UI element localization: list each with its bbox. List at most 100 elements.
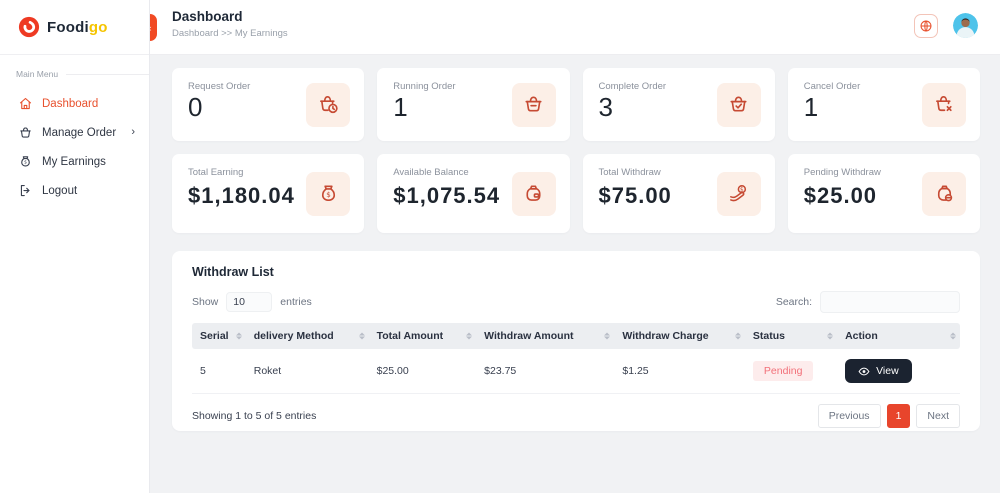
money-label: Total Withdraw — [598, 167, 661, 178]
panel-title: Withdraw List — [192, 265, 274, 279]
table-controls: Show 10 entries Search: — [192, 291, 960, 313]
card-total-earning: Total Earning $1,180.04 $ — [172, 154, 365, 233]
sort-icon — [950, 332, 956, 340]
stat-card-running-order: Running Order 1 — [377, 68, 570, 141]
sort-icon — [358, 332, 365, 340]
stat-label: Cancel Order — [803, 81, 861, 92]
page-title: Dashboard — [172, 9, 243, 24]
col-withdraw-amount[interactable]: Withdraw Amount — [476, 323, 615, 349]
search-input[interactable] — [820, 291, 960, 313]
stat-label: Running Order — [393, 81, 456, 92]
money-bag-dollar-icon: $ — [306, 171, 351, 216]
topbar: ‹ Dashboard Dashboard >> My Earnings — [143, 0, 1000, 55]
sidebar-item-label: Manage Order — [42, 126, 117, 139]
col-delivery-method[interactable]: delivery Method — [245, 323, 369, 349]
cell-action: View — [837, 349, 960, 394]
col-action[interactable]: Action — [837, 323, 960, 349]
brand-name: Foodigo — [47, 18, 108, 36]
svg-text:$: $ — [326, 190, 331, 199]
sidebar-item-label: My Earnings — [42, 155, 106, 168]
col-status[interactable]: Status — [744, 323, 838, 349]
sort-icon — [235, 332, 242, 340]
sidebar: Foodigo Main Menu Dashboard Manage Order… — [0, 0, 150, 493]
basket-check-icon — [716, 82, 761, 127]
stat-value: 3 — [598, 92, 613, 122]
card-total-withdraw: Total Withdraw $75.00 $ — [582, 154, 775, 233]
cell-status: Pending — [744, 349, 838, 394]
money-bag-icon: $ — [18, 154, 33, 169]
sidebar-item-label: Logout — [42, 184, 78, 197]
table-header-row: Serial delivery Method Total Amount With… — [192, 323, 960, 349]
stat-value: 1 — [393, 92, 408, 122]
money-value: $75.00 — [598, 183, 672, 208]
col-serial[interactable]: Serial — [192, 323, 246, 349]
sort-icon — [466, 332, 473, 340]
stat-value: 1 — [803, 92, 819, 122]
basket-icon — [511, 82, 556, 127]
main-content: Request Order 0 Running Order 1 Complete… — [150, 55, 1000, 493]
pagination: Previous 1 Next — [817, 404, 960, 428]
stat-label: Complete Order — [598, 81, 667, 92]
sort-icon — [827, 332, 834, 340]
basket-icon — [18, 125, 33, 140]
stat-label: Request Order — [188, 81, 251, 92]
sort-icon — [734, 332, 741, 340]
breadcrumb: Dashboard >> My Earnings — [172, 28, 288, 39]
sidebar-item-my-earnings[interactable]: $ My Earnings — [0, 147, 149, 176]
col-withdraw-charge[interactable]: Withdraw Charge — [614, 323, 745, 349]
chevron-right-icon: › — [131, 126, 135, 138]
globe-icon — [919, 19, 933, 33]
logout-icon — [18, 183, 33, 198]
brand-logo-icon — [18, 16, 40, 38]
stat-card-complete-order: Complete Order 3 — [582, 68, 775, 141]
withdraw-list-panel: Withdraw List Show 10 entries Search: Se… — [172, 251, 980, 431]
card-pending-withdraw: Pending Withdraw $25.00 — [787, 154, 980, 233]
money-label: Total Earning — [188, 167, 244, 178]
money-label: Pending Withdraw — [803, 167, 881, 178]
sidebar-section-label: Main Menu — [0, 55, 149, 83]
withdraw-table: Serial delivery Method Total Amount With… — [192, 323, 960, 394]
cell-serial: 5 — [192, 349, 246, 394]
col-total-amount[interactable]: Total Amount — [368, 323, 477, 349]
sidebar-item-label: Dashboard — [42, 97, 99, 110]
table-footer: Showing 1 to 5 of 5 entries Previous 1 N… — [192, 404, 960, 428]
entries-select[interactable]: 10 — [226, 292, 273, 312]
user-avatar[interactable] — [953, 13, 978, 38]
language-globe-button[interactable] — [914, 13, 938, 38]
search-label: Search: — [775, 296, 812, 308]
cell-charge: $1.25 — [614, 349, 745, 394]
stat-card-cancel-order: Cancel Order 1 — [787, 68, 980, 141]
view-button[interactable]: View — [845, 359, 912, 383]
money-value: $1,075.54 — [393, 183, 501, 208]
hand-coin-icon: $ — [716, 171, 761, 216]
order-stats-row: Request Order 0 Running Order 1 Complete… — [172, 68, 980, 141]
money-pouch-icon — [922, 171, 966, 216]
current-page-button[interactable]: 1 — [886, 404, 911, 428]
brand-logo[interactable]: Foodigo — [0, 0, 149, 55]
cell-method: Roket — [245, 349, 369, 394]
search-wrap: Search: — [776, 291, 960, 313]
home-icon — [18, 96, 33, 111]
previous-page-button[interactable]: Previous — [817, 404, 881, 428]
sidebar-item-manage-order[interactable]: Manage Order › — [0, 118, 149, 147]
svg-text:$: $ — [740, 187, 744, 193]
sidebar-item-logout[interactable]: Logout — [0, 176, 149, 205]
sidebar-item-dashboard[interactable]: Dashboard — [0, 89, 149, 118]
basket-clock-icon — [306, 82, 351, 127]
money-value: $1,180.04 — [188, 183, 295, 208]
cell-total: $25.00 — [368, 349, 477, 394]
sidebar-menu: Dashboard Manage Order › $ My Earnings L… — [0, 83, 149, 205]
money-bag-icon — [511, 171, 556, 216]
earnings-row: Total Earning $1,180.04 $ Available Bala… — [172, 154, 980, 233]
money-label: Available Balance — [393, 167, 469, 178]
stat-value: 0 — [188, 92, 203, 122]
page-head: Dashboard Dashboard >> My Earnings — [172, 9, 288, 39]
card-available-balance: Available Balance $1,075.54 — [377, 154, 570, 233]
showing-entries-text: Showing 1 to 5 of 5 entries — [192, 410, 317, 422]
next-page-button[interactable]: Next — [916, 404, 960, 428]
eye-icon — [858, 367, 870, 376]
stat-card-request-order: Request Order 0 — [172, 68, 365, 141]
svg-text:$: $ — [24, 160, 27, 166]
money-value: $25.00 — [803, 183, 878, 208]
status-badge: Pending — [752, 361, 814, 381]
